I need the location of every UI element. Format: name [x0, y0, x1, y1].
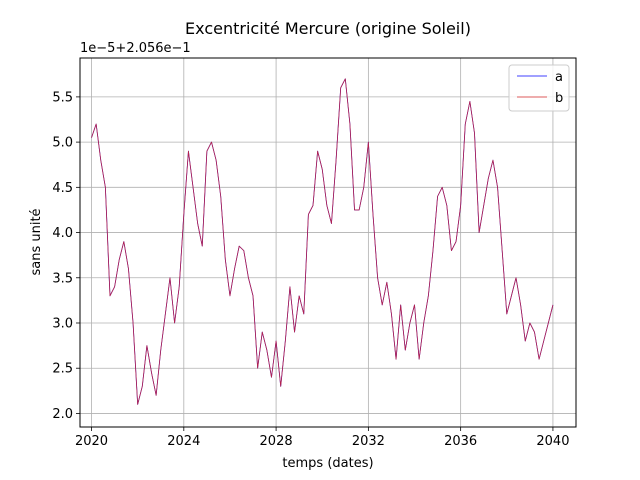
series-line-b — [91, 78, 554, 405]
grid — [80, 58, 576, 427]
x-axis-label: temps (dates) — [282, 456, 373, 471]
legend-box — [508, 64, 570, 112]
y-tick-label: 2.0 — [52, 407, 73, 422]
y-tick-label: 3.5 — [52, 271, 73, 286]
x-tick-label: 2036 — [444, 434, 477, 449]
x-axis-ticks: 2020 2024 2028 2032 2036 2040 — [75, 427, 569, 449]
x-tick-label: 2040 — [536, 434, 569, 449]
x-tick-label: 2028 — [260, 434, 293, 449]
series-lines — [91, 78, 554, 405]
chart-title: Excentricité Mercure (origine Soleil) — [185, 19, 471, 38]
y-axis-label: sans unité — [29, 208, 44, 275]
y-axis-ticks: 2.0 2.5 3.0 3.5 4.0 4.5 5.0 5.5 — [52, 90, 80, 422]
y-tick-label: 3.0 — [52, 316, 73, 331]
y-tick-label: 5.5 — [52, 90, 73, 105]
x-tick-label: 2024 — [167, 434, 200, 449]
axes-frame — [79, 57, 577, 428]
x-tick-label: 2020 — [75, 434, 108, 449]
legend: a b — [508, 64, 570, 112]
y-offset-text: 1e−5+2.056e−1 — [80, 41, 191, 56]
plot-area: 2020 2024 2028 2032 2036 2040 2.0 2.5 3.0 3.5 4.0… — [52, 57, 577, 449]
y-tick-label: 5.0 — [52, 136, 73, 151]
y-tick-label: 4.5 — [52, 181, 73, 196]
legend-label-b: b — [555, 91, 563, 106]
y-tick-label: 4.0 — [52, 226, 73, 241]
y-tick-label: 2.5 — [52, 362, 73, 377]
x-tick-label: 2032 — [352, 434, 385, 449]
legend-label-a: a — [555, 70, 563, 85]
